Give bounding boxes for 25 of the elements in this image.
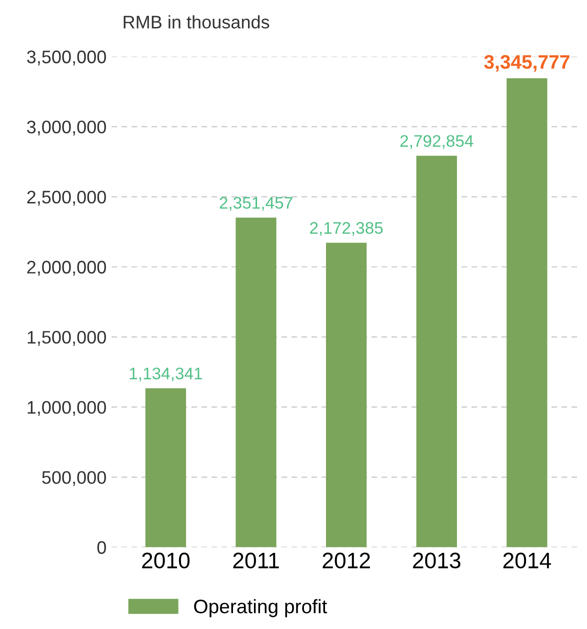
y-tick-label: 3,000,000 bbox=[27, 120, 106, 136]
text: 2,351,457 bbox=[220, 196, 292, 211]
x-tick-label: 2014 bbox=[503, 552, 552, 568]
x-tick-label: 2011 bbox=[233, 552, 279, 568]
y-tick-label: 1,000,000 bbox=[28, 400, 106, 416]
y-tick-label: 0 bbox=[97, 541, 106, 554]
y-tick-label: 2,000,000 bbox=[27, 260, 106, 276]
text: 3,345,777 bbox=[484, 55, 570, 72]
y-tick-label: 3,500,000 bbox=[27, 50, 106, 66]
y-tick-label: 1,500,000 bbox=[28, 330, 106, 346]
bar bbox=[326, 242, 367, 548]
bar bbox=[416, 156, 457, 548]
y-tick-label: 500,000 bbox=[42, 471, 106, 486]
x-tick-label: 2012 bbox=[322, 552, 370, 568]
text: 1,134,341 bbox=[130, 368, 202, 382]
x-tick-label: 2013 bbox=[413, 552, 460, 568]
bar bbox=[236, 218, 276, 548]
legend-label: Operating profit bbox=[194, 599, 328, 618]
bar bbox=[506, 78, 548, 548]
bar bbox=[145, 388, 186, 548]
y-tick-label: 2,500,000 bbox=[27, 190, 106, 206]
y-axis-title: RMB in thousands bbox=[124, 15, 270, 29]
text: 2,172,385 bbox=[310, 222, 383, 236]
x-tick-label: 2010 bbox=[142, 552, 190, 568]
text: 2,792,854 bbox=[400, 135, 474, 149]
